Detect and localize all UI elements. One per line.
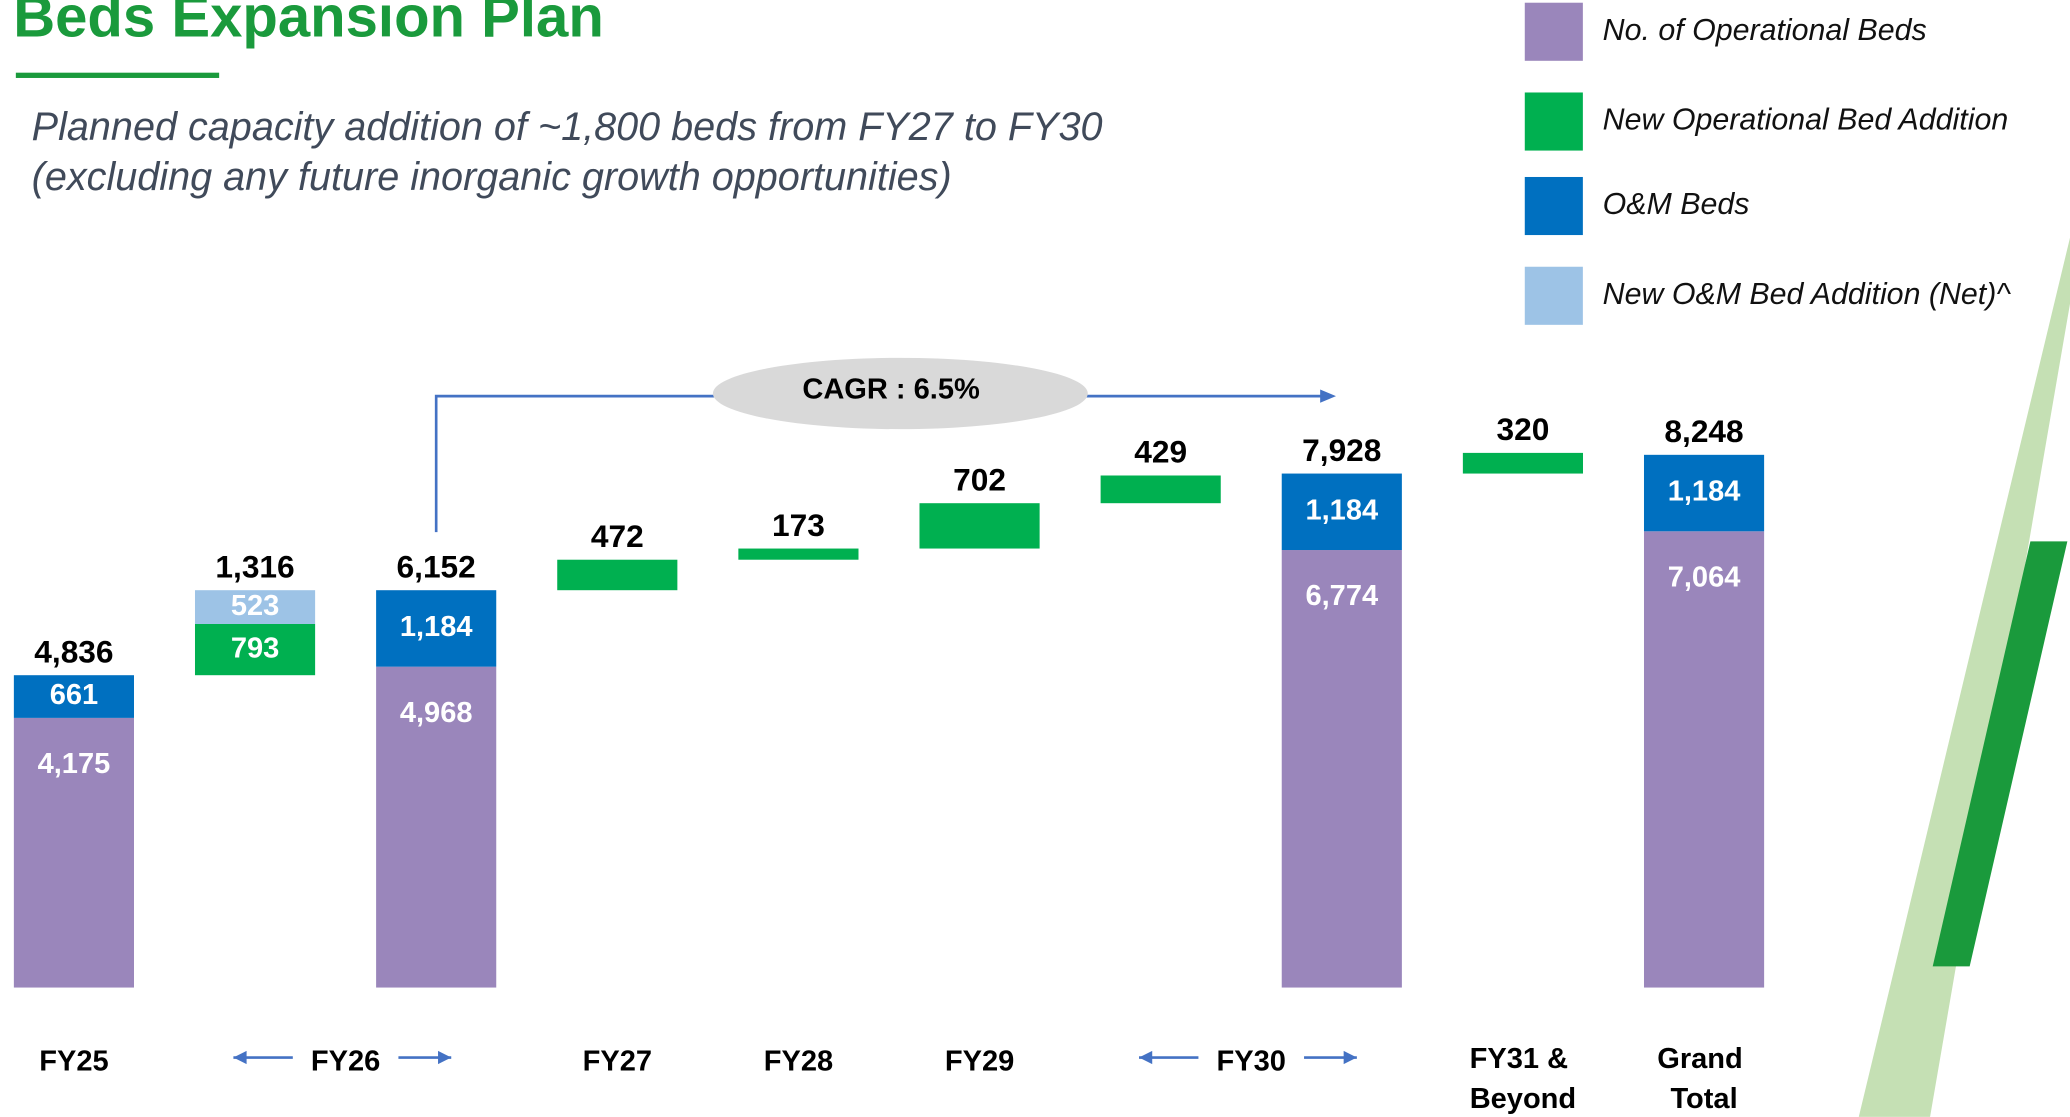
x-tick-label: FY30 — [1217, 1045, 1286, 1077]
bar-segment — [1462, 452, 1583, 474]
segment-label: 6,774 — [1305, 580, 1378, 612]
decor-stripe — [1932, 541, 2068, 967]
segment-label: 7,064 — [1668, 561, 1741, 593]
span-arrowhead — [1343, 1050, 1357, 1065]
bar-segment — [1643, 531, 1765, 988]
legend-swatch — [1524, 176, 1583, 236]
decor-stripe — [1858, 237, 2070, 1117]
bar-segment — [1100, 475, 1221, 504]
segment-label: 4,175 — [38, 748, 111, 780]
segment-label: 523 — [231, 590, 279, 622]
total-label: 429 — [1134, 434, 1187, 470]
total-label: 8,248 — [1664, 413, 1743, 449]
total-label: 6,152 — [397, 548, 476, 584]
x-tick-label: FY27 — [583, 1045, 652, 1077]
legend-label: O&M Beds — [1603, 188, 1750, 221]
x-tick-label: FY31 & Beyond — [1470, 1043, 1577, 1115]
span-arrowhead — [1139, 1050, 1153, 1065]
legend-swatch — [1524, 266, 1583, 325]
bar-segment — [1281, 473, 1402, 551]
bar-segment — [557, 559, 678, 591]
bar-segment — [13, 675, 134, 718]
x-tick-label: FY29 — [945, 1045, 1014, 1077]
total-label: 7,928 — [1302, 432, 1381, 468]
legend-label: New O&M Bed Addition (Net)^ — [1603, 278, 2012, 311]
legend-label: No. of Operational Beds — [1603, 14, 1927, 47]
total-label: 173 — [772, 507, 825, 543]
bar-segment — [194, 590, 316, 624]
segment-label: 793 — [231, 632, 279, 664]
cagr-bubble — [712, 357, 1088, 430]
x-tick-label: FY28 — [764, 1045, 833, 1077]
x-tick-label: FY25 — [39, 1045, 108, 1077]
bar-segment — [13, 717, 134, 988]
total-label: 472 — [591, 518, 644, 554]
x-tick-label: FY26 — [311, 1045, 380, 1077]
segment-label: 1,184 — [1668, 476, 1741, 508]
bar-segment — [376, 590, 497, 667]
legend-label: New Operational Bed Addition — [1603, 104, 2009, 137]
bar-segment — [919, 503, 1040, 549]
total-label: 1,316 — [215, 548, 294, 584]
legend-swatch — [1524, 92, 1583, 151]
bar-segment — [1281, 550, 1402, 988]
bar-segment — [738, 548, 859, 560]
segment-label: 1,184 — [400, 611, 473, 643]
span-arrowhead — [233, 1050, 247, 1065]
total-label: 4,836 — [34, 633, 113, 669]
legend-swatch — [1524, 2, 1583, 61]
chart-title: Beds Expansion Plan — [13, 0, 604, 50]
bar-segment — [376, 666, 497, 988]
x-tick-label: Grand Total — [1657, 1043, 1751, 1115]
bar-segment — [1643, 454, 1765, 532]
segment-label: 4,968 — [400, 697, 473, 729]
title-underline — [15, 72, 220, 78]
segment-label: 1,184 — [1305, 494, 1378, 526]
segment-label: 661 — [50, 679, 98, 711]
cagr-arrowhead — [1320, 389, 1336, 403]
cagr-label: CAGR : 6.5% — [802, 374, 980, 406]
total-label: 320 — [1497, 411, 1550, 447]
span-arrowhead — [438, 1050, 452, 1065]
total-label: 702 — [953, 461, 1006, 497]
bar-segment — [194, 623, 316, 676]
subtitle: Planned capacity addition of ~1,800 beds… — [32, 105, 1103, 149]
subtitle: (excluding any future inorganic growth o… — [32, 155, 952, 199]
